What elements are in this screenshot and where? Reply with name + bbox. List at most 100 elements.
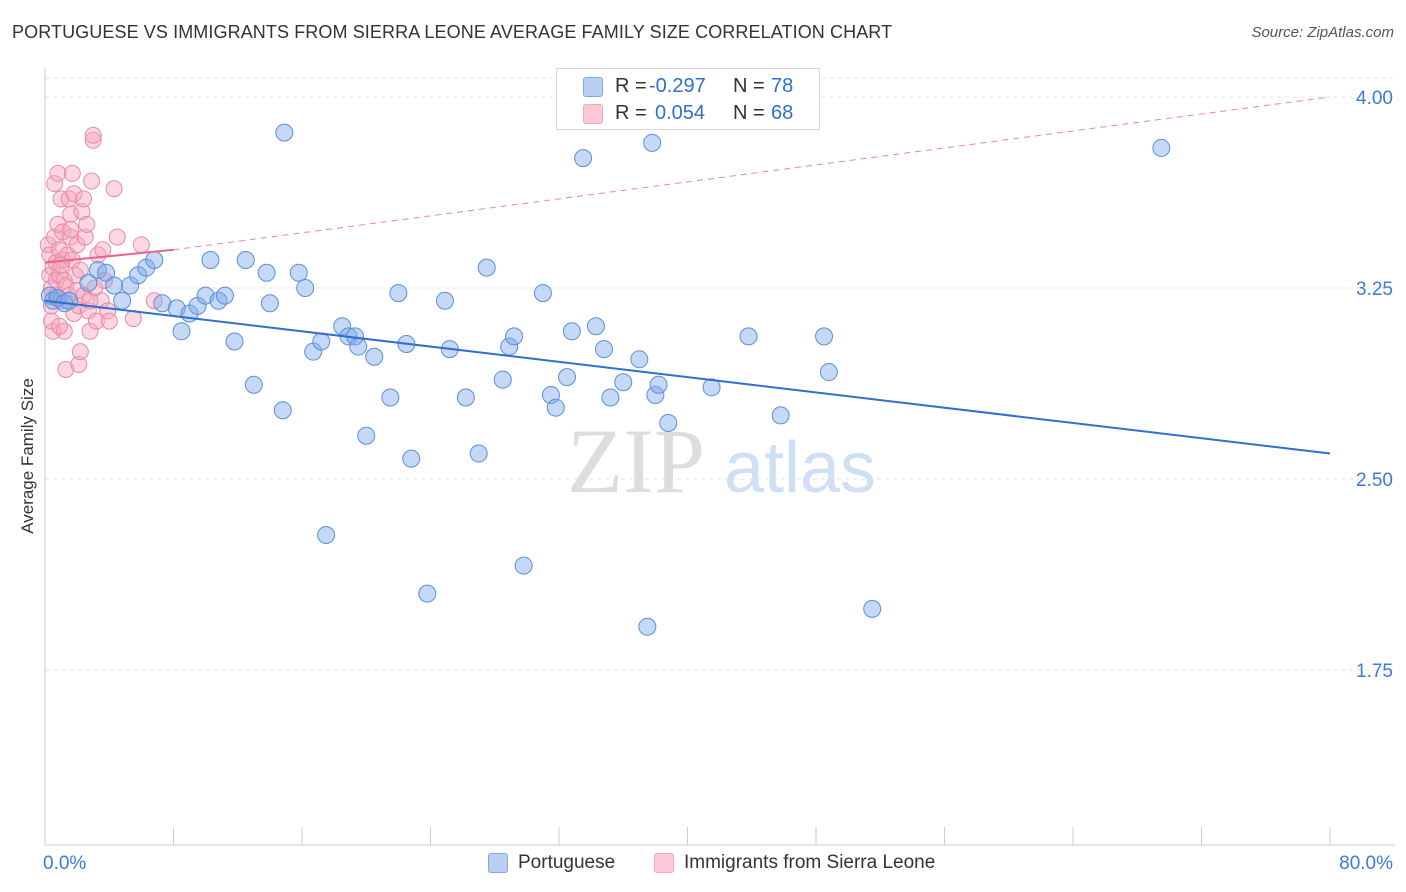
portuguese-point <box>257 263 276 282</box>
portuguese-point <box>739 327 758 346</box>
sierra-leone-point <box>108 228 126 246</box>
sierra-leone-point <box>100 312 118 330</box>
portuguese-point <box>389 284 408 303</box>
sierra-leone-point <box>62 205 80 223</box>
legend-label-sierra-leone: Immigrants from Sierra Leone <box>684 852 936 873</box>
portuguese-point <box>594 340 613 359</box>
sierra-leone-point <box>42 312 60 330</box>
portuguese-point <box>649 375 668 394</box>
portuguese-point <box>402 449 421 468</box>
watermark-zip: ZIP <box>567 410 705 512</box>
sierra-leone-point <box>84 131 102 149</box>
sierra-leone-point <box>78 215 96 233</box>
portuguese-point <box>225 332 244 351</box>
x-tick-label: 80.0% <box>1339 853 1393 874</box>
legend-label-portuguese: Portuguese <box>518 852 616 873</box>
sierra-leone-point <box>60 190 78 208</box>
sierra-leone-point <box>75 190 93 208</box>
sierra-leone-point <box>49 164 67 182</box>
sierra-leone-point <box>65 185 83 203</box>
portuguese-point <box>601 388 620 407</box>
stats-r-label: R = <box>615 102 647 124</box>
portuguese-point <box>172 322 191 341</box>
portuguese-point <box>201 250 220 269</box>
portuguese-point <box>771 406 790 425</box>
sierra-leone-point <box>55 322 73 340</box>
portuguese-point <box>244 375 263 394</box>
stats-row-sierra-leone: R = 0.054 N = 68 <box>557 102 821 126</box>
stats-swatch-pink <box>583 104 603 124</box>
sierra-leone-point <box>71 261 89 279</box>
portuguese-point <box>630 350 649 369</box>
portuguese-point <box>574 149 593 168</box>
portuguese-point <box>659 413 678 432</box>
portuguese-point <box>418 584 437 603</box>
stats-n-value: 68 <box>771 102 794 124</box>
sierra-leone-point <box>67 266 85 284</box>
sierra-leone-point <box>89 246 107 264</box>
sierra-leone-point <box>62 220 80 238</box>
portuguese-point <box>113 291 132 310</box>
legend-swatch-blue <box>488 853 508 873</box>
stats-r-value: -0.297 <box>649 75 706 97</box>
portuguese-point <box>456 388 475 407</box>
portuguese-point <box>289 263 308 282</box>
portuguese-point <box>435 291 454 310</box>
sierra-leone-point <box>70 355 88 373</box>
portuguese-point <box>614 373 633 392</box>
sierra-leone-trend-line <box>44 248 174 264</box>
stats-n-label: N = <box>733 102 765 124</box>
portuguese-point <box>97 263 116 282</box>
portuguese-point <box>275 123 294 142</box>
sierra-leone-point <box>124 310 142 328</box>
chart-title: PORTUGUESE VS IMMIGRANTS FROM SIERRA LEO… <box>12 22 893 42</box>
portuguese-point <box>105 276 124 295</box>
portuguese-point <box>643 133 662 152</box>
portuguese-point <box>562 322 581 341</box>
legend-swatch-pink <box>654 853 674 873</box>
portuguese-point <box>273 401 292 420</box>
portuguese-point <box>79 273 98 292</box>
sierra-leone-point <box>87 312 105 330</box>
portuguese-point <box>514 556 533 575</box>
sierra-leone-point <box>73 203 91 221</box>
portuguese-point <box>493 370 512 389</box>
sierra-leone-point <box>83 172 101 190</box>
portuguese-point <box>312 332 331 351</box>
y-tick-label: 3.25 <box>1356 279 1393 300</box>
legend-item-sierra-leone: Immigrants from Sierra Leone <box>654 852 935 874</box>
portuguese-point <box>586 317 605 336</box>
sierra-leone-point <box>71 343 89 361</box>
portuguese-point <box>533 284 552 303</box>
portuguese-point <box>646 385 665 404</box>
portuguese-point <box>558 368 577 387</box>
portuguese-point <box>815 327 834 346</box>
y-tick-label: 4.00 <box>1356 88 1393 109</box>
portuguese-point <box>546 398 565 417</box>
portuguese-point <box>365 347 384 366</box>
stats-legend: R = -0.297 N = 78 R = 0.054 N = 68 <box>556 68 820 130</box>
portuguese-point <box>260 294 279 313</box>
portuguese-point <box>153 294 172 313</box>
stats-row-portuguese: R = -0.297 N = 78 <box>557 75 821 99</box>
bottom-legend: Portuguese Immigrants from Sierra Leone <box>0 850 1406 880</box>
source-label: Source: ZipAtlas.com <box>1251 24 1394 41</box>
portuguese-point <box>317 526 336 545</box>
y-tick-label: 2.50 <box>1356 470 1393 491</box>
portuguese-point <box>1152 138 1171 157</box>
sierra-leone-point <box>76 228 94 246</box>
portuguese-point <box>333 317 352 336</box>
sierra-leone-point <box>46 175 64 193</box>
stats-n-label: N = <box>733 75 765 97</box>
stats-r-value: 0.054 <box>655 102 706 124</box>
legend-item-portuguese: Portuguese <box>488 852 615 874</box>
portuguese-point <box>236 250 255 269</box>
portuguese-point <box>215 286 234 305</box>
sierra-leone-point <box>57 360 75 378</box>
portuguese-point <box>469 444 488 463</box>
stats-swatch-blue <box>583 77 603 97</box>
portuguese-point <box>349 337 368 356</box>
portuguese-point <box>296 279 315 297</box>
portuguese-point <box>638 617 657 636</box>
